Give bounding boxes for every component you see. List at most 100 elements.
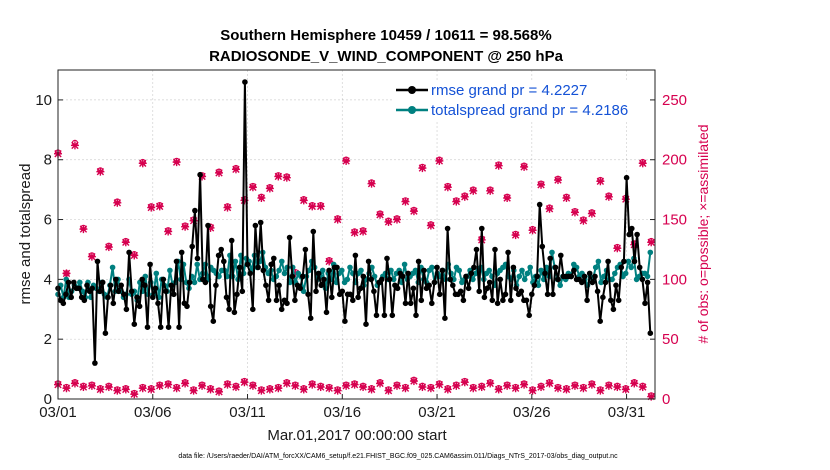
data-point-rmse (189, 243, 195, 250)
obs-count-low-assimilated-marker (121, 385, 130, 394)
right-tick-label: 100 (662, 271, 687, 288)
obs-count-assimilated-marker (181, 222, 190, 231)
obs-count-low-assimilated-marker (486, 379, 495, 388)
data-point-rmse (215, 252, 222, 259)
data-point-spread (516, 273, 523, 280)
data-point-rmse (250, 306, 256, 313)
data-point-rmse (460, 297, 467, 304)
y-axis-ticks: 0 2 4 6 8 10 (35, 92, 63, 408)
data-point-rmse (531, 282, 538, 289)
data-point-rmse (231, 309, 238, 316)
data-point-rmse (484, 285, 490, 292)
plot-area: 03/01 03/06 03/11 03/16 03/21 03/26 03/31 0 2 4 6… (35, 69, 687, 421)
data-point-rmse (307, 315, 314, 322)
obs-count-markers (54, 139, 656, 401)
obs-count-assimilated-marker (367, 179, 376, 188)
obs-count-assimilated-marker (299, 196, 308, 205)
y-tick-label: 4 (44, 271, 52, 288)
data-point-rmse (644, 279, 651, 286)
obs-count-low-assimilated-marker (545, 379, 554, 388)
obs-count-low-assimilated-marker (392, 381, 401, 390)
data-point-spread (538, 267, 544, 274)
data-point-rmse (94, 258, 101, 265)
obs-count-assimilated-marker (155, 202, 164, 211)
obs-count-assimilated-marker (520, 162, 529, 171)
data-point-rmse (518, 288, 525, 295)
data-point-rmse (552, 264, 559, 271)
data-point-rmse (500, 297, 506, 304)
data-point-rmse (444, 225, 451, 232)
data-point-rmse (389, 312, 396, 319)
data-point-rmse (202, 279, 209, 286)
series-lines (55, 79, 654, 366)
data-point-rmse (247, 270, 253, 277)
data-point-rmse (463, 273, 469, 280)
data-point-rmse (313, 288, 319, 295)
obs-count-assimilated-marker (147, 203, 156, 212)
data-point-rmse (352, 252, 359, 259)
obs-count-low-assimilated-marker (469, 384, 478, 393)
data-point-spread (609, 276, 615, 283)
obs-count-assimilated-marker (647, 238, 656, 247)
data-point-rmse (508, 297, 514, 304)
obs-count-low-assimilated-marker (477, 383, 486, 392)
data-point-spread (549, 249, 555, 256)
data-point-rmse (468, 270, 475, 277)
obs-count-low-assimilated-marker (511, 384, 520, 393)
data-point-rmse (631, 258, 638, 265)
x-tick-label: 03/01 (39, 404, 77, 421)
data-point-rmse (429, 300, 435, 307)
data-point-rmse (284, 300, 290, 307)
obs-count-low-assimilated-marker (553, 384, 562, 393)
data-point-rmse (476, 288, 483, 295)
data-point-spread (527, 264, 533, 271)
obs-count-assimilated-marker (401, 197, 410, 206)
data-point-rmse (131, 321, 138, 328)
data-point-rmse (629, 225, 635, 232)
obs-count-assimilated-marker (215, 168, 224, 177)
data-point-rmse (581, 273, 588, 280)
obs-count-low-assimilated-marker (418, 383, 427, 392)
right-tick-label: 50 (662, 331, 679, 348)
data-point-rmse (363, 321, 369, 328)
data-point-rmse (128, 288, 135, 295)
obs-count-assimilated-marker (570, 208, 579, 217)
obs-count-low-assimilated-marker (248, 381, 257, 390)
obs-count-low-assimilated-marker (274, 384, 283, 393)
data-point-rmse (123, 306, 130, 313)
data-point-spread (347, 264, 353, 271)
obs-count-low-assimilated-marker (460, 378, 469, 387)
data-point-rmse (218, 246, 224, 253)
obs-count-low-assimilated-marker (537, 383, 546, 392)
data-point-rmse (99, 279, 106, 286)
obs-count-assimilated-marker (274, 172, 283, 181)
obs-count-low-assimilated-marker (333, 386, 342, 395)
data-point-rmse (547, 255, 553, 262)
obs-count-assimilated-marker (384, 217, 393, 226)
x-tick-label: 03/21 (418, 404, 456, 421)
obs-count-assimilated-marker (469, 186, 478, 195)
data-point-rmse (571, 267, 577, 274)
obs-count-low-assimilated-marker (376, 379, 385, 388)
data-point-rmse (355, 294, 361, 301)
data-point-rmse (592, 273, 598, 280)
obs-count-assimilated-marker (87, 252, 96, 261)
obs-count-assimilated-marker (359, 227, 368, 236)
obs-count-low-assimilated-marker (503, 381, 512, 390)
x-axis-ticks: 03/01 03/06 03/11 03/16 03/21 03/26 03/31 (39, 394, 645, 421)
data-point-rmse (639, 276, 646, 283)
data-point-rmse (479, 225, 485, 232)
data-point-rmse (165, 324, 172, 331)
obs-count-assimilated-marker (350, 228, 359, 237)
obs-count-low-assimilated-marker (587, 380, 596, 389)
data-point-rmse (310, 228, 317, 235)
data-point-rmse (121, 291, 127, 298)
data-point-rmse (360, 273, 367, 280)
data-point-rmse (594, 288, 601, 295)
obs-count-assimilated-marker (342, 156, 351, 165)
obs-count-assimilated-marker (70, 141, 79, 150)
data-point-rmse (613, 282, 619, 289)
data-point-spread (167, 267, 173, 274)
x-tick-label: 03/06 (134, 404, 172, 421)
